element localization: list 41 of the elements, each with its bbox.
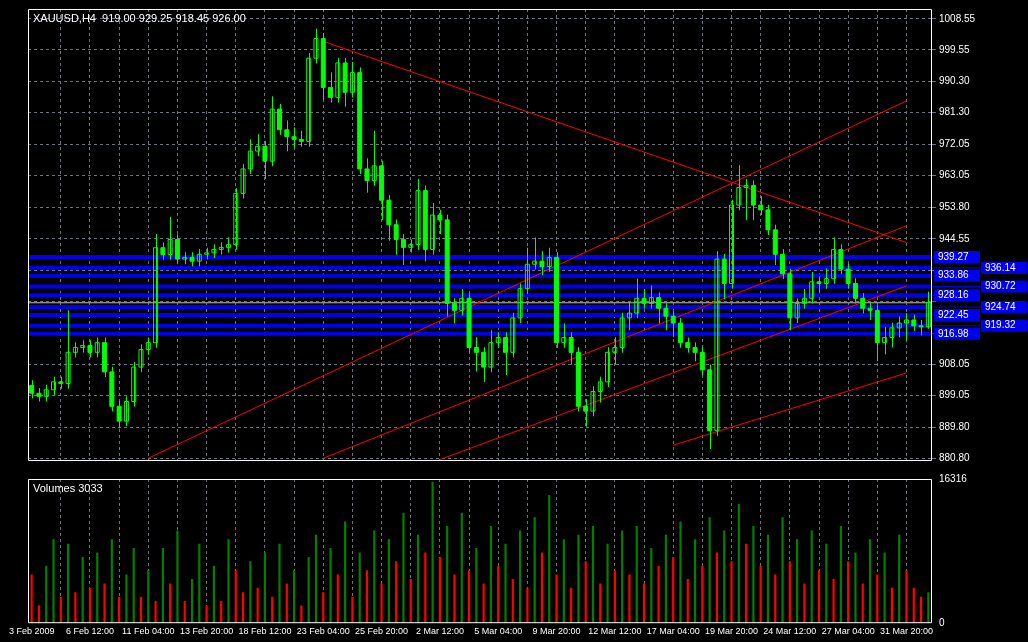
x-tick-label: 23 Feb 04:00	[296, 626, 350, 637]
y-tick-label: 990.30	[939, 75, 971, 87]
x-tick-label: 9 Mar 20:00	[532, 626, 581, 637]
ref-line-label: 930.72	[985, 280, 1017, 292]
y-tick-label: 953.80	[939, 200, 971, 212]
y-tick-label: 944.55	[939, 232, 971, 244]
x-tick-label: 5 Mar 04:00	[474, 626, 523, 637]
y-tick-label: 999.55	[939, 43, 971, 55]
x-tick-label: 19 Mar 20:00	[704, 626, 759, 637]
x-tick-label: 13 Feb 20:00	[180, 626, 234, 637]
chart-title: Volumes 3033	[33, 481, 103, 494]
x-tick-label: 11 Feb 04:00	[122, 626, 175, 637]
x-tick-label: 2 Mar 12:00	[415, 626, 464, 637]
y-tick-label: 908.05	[939, 358, 971, 370]
y-tick-label: 1008.55	[939, 12, 976, 24]
x-tick-label: 25 Feb 20:00	[355, 626, 409, 637]
x-tick-label: 17 Mar 04:00	[646, 626, 700, 637]
ref-line-label: 928.16	[938, 289, 970, 301]
x-tick-label: 12 Mar 12:00	[588, 626, 642, 637]
ref-line-label: 919.32	[985, 319, 1017, 331]
ref-line-label: 936.14	[985, 261, 1017, 273]
ref-line-label: 924.74	[985, 300, 1017, 312]
x-tick-label: 6 Feb 12:00	[65, 626, 114, 637]
ref-line-label: 933.86	[938, 269, 970, 281]
x-tick-label: 31 Mar 20:00	[879, 626, 934, 637]
y-tick-label: 899.05	[939, 389, 971, 401]
x-tick-label: 24 Mar 12:00	[763, 626, 817, 637]
y-tick-label: 972.05	[939, 138, 971, 150]
y-tick-label: 963.05	[939, 169, 971, 181]
y-tick-label: 16316	[939, 472, 968, 484]
y-tick-label: 880.80	[939, 452, 971, 463]
x-tick-label: 3 Feb 2009	[8, 626, 55, 637]
ref-line-label: 922.45	[938, 308, 970, 320]
ref-line-label: 916.98	[938, 327, 970, 339]
y-tick-label: 889.80	[939, 421, 971, 433]
y-tick-label: 0	[939, 616, 945, 628]
y-tick-label: 981.30	[939, 106, 971, 118]
x-tick-label: 18 Feb 12:00	[238, 626, 292, 637]
chart-title: XAUUSD,H4 919.00 929.25 918.45 926.00	[33, 11, 246, 24]
ref-line-label: 939.27	[938, 250, 970, 262]
x-tick-label: 27 Mar 04:00	[821, 626, 875, 637]
